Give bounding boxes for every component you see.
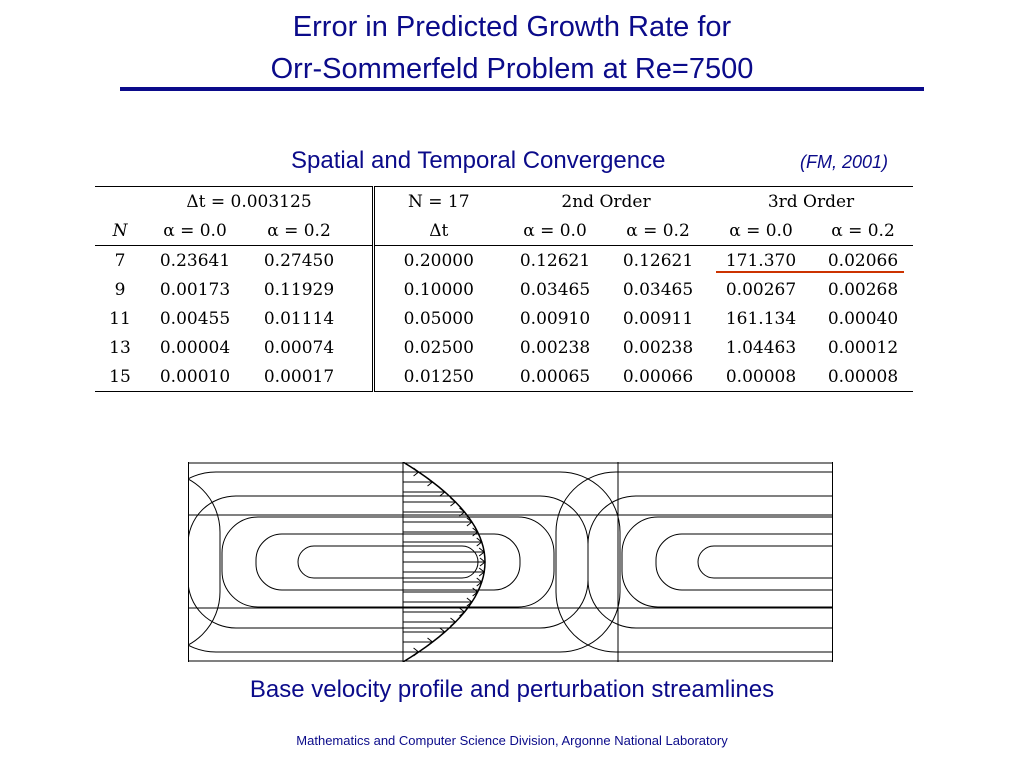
streamline-figure — [188, 462, 833, 662]
cell-dt-alpha-2: 0.27450 — [263, 250, 335, 271]
cell-dt: 0.10000 — [403, 279, 474, 300]
cell-dt-alpha-0: 0.00010 — [145, 362, 245, 392]
table-header-row-2: N α = 0.0 α = 0.2 Δt α = 0.0 α = 0.2 α =… — [95, 216, 913, 246]
profile-arrowhead — [476, 537, 483, 547]
profile-arrowhead — [472, 527, 479, 537]
cell-o2-alpha-2: 0.03465 — [622, 279, 694, 300]
cell-o3-alpha-0: 1.04463 — [725, 337, 797, 358]
cell-o3-alpha-0: 0.00008 — [709, 362, 813, 392]
table-subtitle: Spatial and Temporal Convergence — [291, 147, 666, 174]
cell-dt-alpha-0: 0.00173 — [159, 279, 231, 300]
header-dt-group: Δt = 0.003125 — [145, 186, 353, 216]
cell-dt: 0.01250 — [373, 362, 503, 392]
header-n: N — [95, 216, 145, 246]
header-alpha-2: α = 0.2 — [245, 216, 353, 246]
cell-dt-alpha-2: 0.01114 — [263, 308, 335, 329]
profile-arrowhead — [450, 497, 457, 507]
cell-o3-alpha-2: 0.00040 — [827, 308, 899, 329]
header-o2-alpha-2: α = 0.2 — [607, 216, 709, 246]
cell-dt-alpha-2: 0.00074 — [263, 337, 335, 358]
profile-arrowhead — [479, 557, 486, 567]
header-third-order: 3rd Order — [709, 186, 913, 216]
profile-arrowhead — [466, 517, 473, 527]
title-underline — [120, 87, 924, 91]
profile-arrowhead — [478, 547, 485, 557]
header-n-group: N = 17 — [373, 186, 503, 216]
highlight-underline — [716, 271, 904, 273]
header-dt: Δt — [373, 216, 503, 246]
table-row: 15 0.00010 0.00017 0.01250 0.00065 0.000… — [95, 362, 913, 392]
cell-o3-alpha-2: 0.00008 — [813, 362, 913, 392]
cell-n: 13 — [109, 337, 131, 358]
profile-arrowhead — [478, 567, 485, 577]
cell-n: 11 — [109, 308, 131, 329]
cell-o2-alpha-0: 0.00910 — [519, 308, 591, 329]
figure-caption: Base velocity profile and perturbation s… — [249, 676, 775, 703]
profile-arrowhead — [476, 577, 483, 587]
table-row: 7 0.23641 0.27450 0.20000 0.12621 0.1262… — [95, 245, 913, 275]
cell-n: 15 — [95, 362, 145, 392]
cell-o2-alpha-2: 0.00911 — [622, 308, 694, 329]
cell-o2-alpha-0: 0.00065 — [503, 362, 607, 392]
profile-arrowhead — [472, 587, 479, 597]
table-row: 11 0.00455 0.01114 0.05000 0.00910 0.009… — [95, 304, 913, 333]
profile-arrowhead — [466, 597, 473, 607]
cell-dt: 0.02500 — [403, 337, 474, 358]
convergence-table: Δt = 0.003125 N = 17 2nd Order 3rd Order… — [95, 186, 913, 392]
cell-dt-alpha-2: 0.00017 — [245, 362, 353, 392]
profile-arrowhead — [459, 607, 466, 617]
cell-o3-alpha-0: 161.134 — [725, 308, 797, 329]
cell-dt-alpha-0: 0.00455 — [159, 308, 231, 329]
grid-lines — [188, 462, 833, 662]
cell-o3-alpha-2: 0.00268 — [827, 279, 899, 300]
velocity-profile — [402, 462, 486, 662]
title-line-1: Error in Predicted Growth Rate for — [292, 11, 732, 43]
header-o3-alpha-2: α = 0.2 — [813, 216, 913, 246]
profile-arrowhead — [439, 627, 446, 637]
cell-o2-alpha-2: 0.12621 — [622, 250, 694, 271]
profile-arrowhead — [413, 467, 420, 477]
cell-o2-alpha-0: 0.12621 — [519, 250, 591, 271]
profile-arrowhead — [439, 487, 446, 497]
cell-dt-alpha-0: 0.23641 — [159, 250, 231, 271]
cell-dt-alpha-2: 0.11929 — [263, 279, 335, 300]
table-row: 9 0.00173 0.11929 0.10000 0.03465 0.0346… — [95, 275, 913, 304]
profile-arrowhead — [413, 647, 420, 657]
profile-arrowhead — [427, 477, 434, 487]
cell-o2-alpha-0: 0.00238 — [519, 337, 591, 358]
cell-o3-alpha-2: 0.00012 — [827, 337, 899, 358]
title-line-2: Orr-Sommerfeld Problem at Re=7500 — [270, 53, 754, 85]
cell-n: 9 — [114, 279, 126, 300]
cell-o2-alpha-2: 0.00238 — [622, 337, 694, 358]
cell-dt: 0.05000 — [403, 308, 474, 329]
cell-o2-alpha-2: 0.00066 — [607, 362, 709, 392]
header-second-order: 2nd Order — [503, 186, 709, 216]
profile-arrowhead — [459, 507, 466, 517]
cell-o3-alpha-2: 0.02066 — [827, 250, 899, 271]
cell-o3-alpha-0: 171.370 — [725, 250, 797, 271]
citation: (FM, 2001) — [800, 152, 889, 172]
table-row: 13 0.00004 0.00074 0.02500 0.00238 0.002… — [95, 333, 913, 362]
cell-o2-alpha-0: 0.03465 — [519, 279, 591, 300]
footer-text: Mathematics and Computer Science Divisio… — [296, 733, 728, 748]
streamline-contours — [188, 471, 833, 653]
cell-o3-alpha-0: 0.00267 — [725, 279, 797, 300]
profile-arrowhead — [450, 617, 457, 627]
header-o2-alpha-0: α = 0.0 — [503, 216, 607, 246]
header-alpha-0: α = 0.0 — [145, 216, 245, 246]
cell-dt-alpha-0: 0.00004 — [159, 337, 231, 358]
header-o3-alpha-0: α = 0.0 — [709, 216, 813, 246]
cell-dt: 0.20000 — [403, 250, 474, 271]
table-header-row-1: Δt = 0.003125 N = 17 2nd Order 3rd Order — [95, 186, 913, 216]
profile-arrowhead — [427, 637, 434, 647]
cell-n: 7 — [114, 250, 126, 271]
